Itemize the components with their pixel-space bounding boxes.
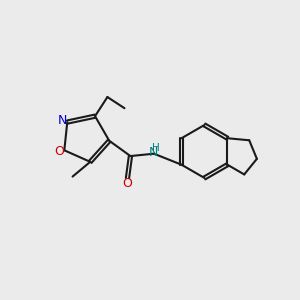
Text: O: O [123,177,132,190]
Text: N: N [57,114,67,127]
Text: H: H [152,143,159,153]
Text: O: O [54,145,64,158]
Text: N: N [149,146,158,159]
